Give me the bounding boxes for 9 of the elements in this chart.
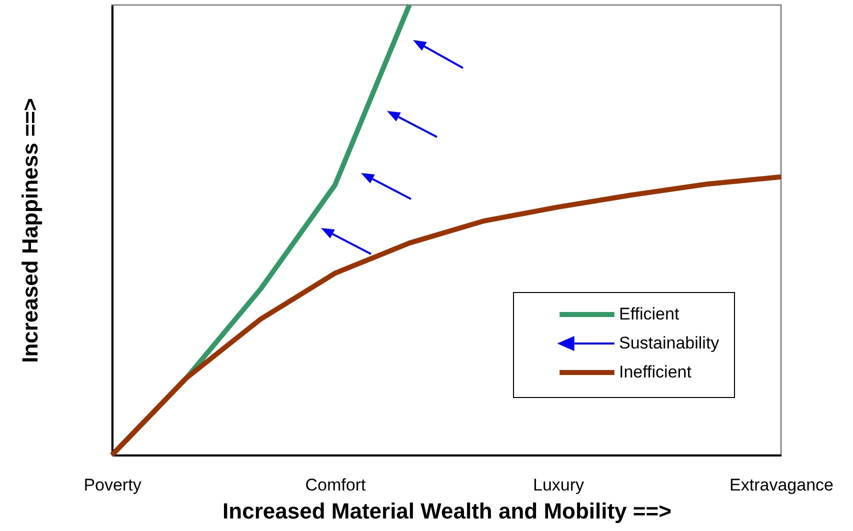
x-tick-label: Poverty [84, 476, 142, 494]
x-axis-title: Increased Material Wealth and Mobility ==> [222, 498, 672, 524]
x-tick-label: Comfort [305, 476, 366, 494]
y-axis-title: Increased Happiness ==> [18, 98, 42, 363]
legend-label: Inefficient [619, 362, 692, 382]
x-tick-label: Extravagance [730, 476, 834, 494]
x-tick-label: Luxury [532, 476, 585, 494]
annotation: Sustainability [619, 334, 720, 352]
legend-label: Efficient [619, 304, 680, 324]
